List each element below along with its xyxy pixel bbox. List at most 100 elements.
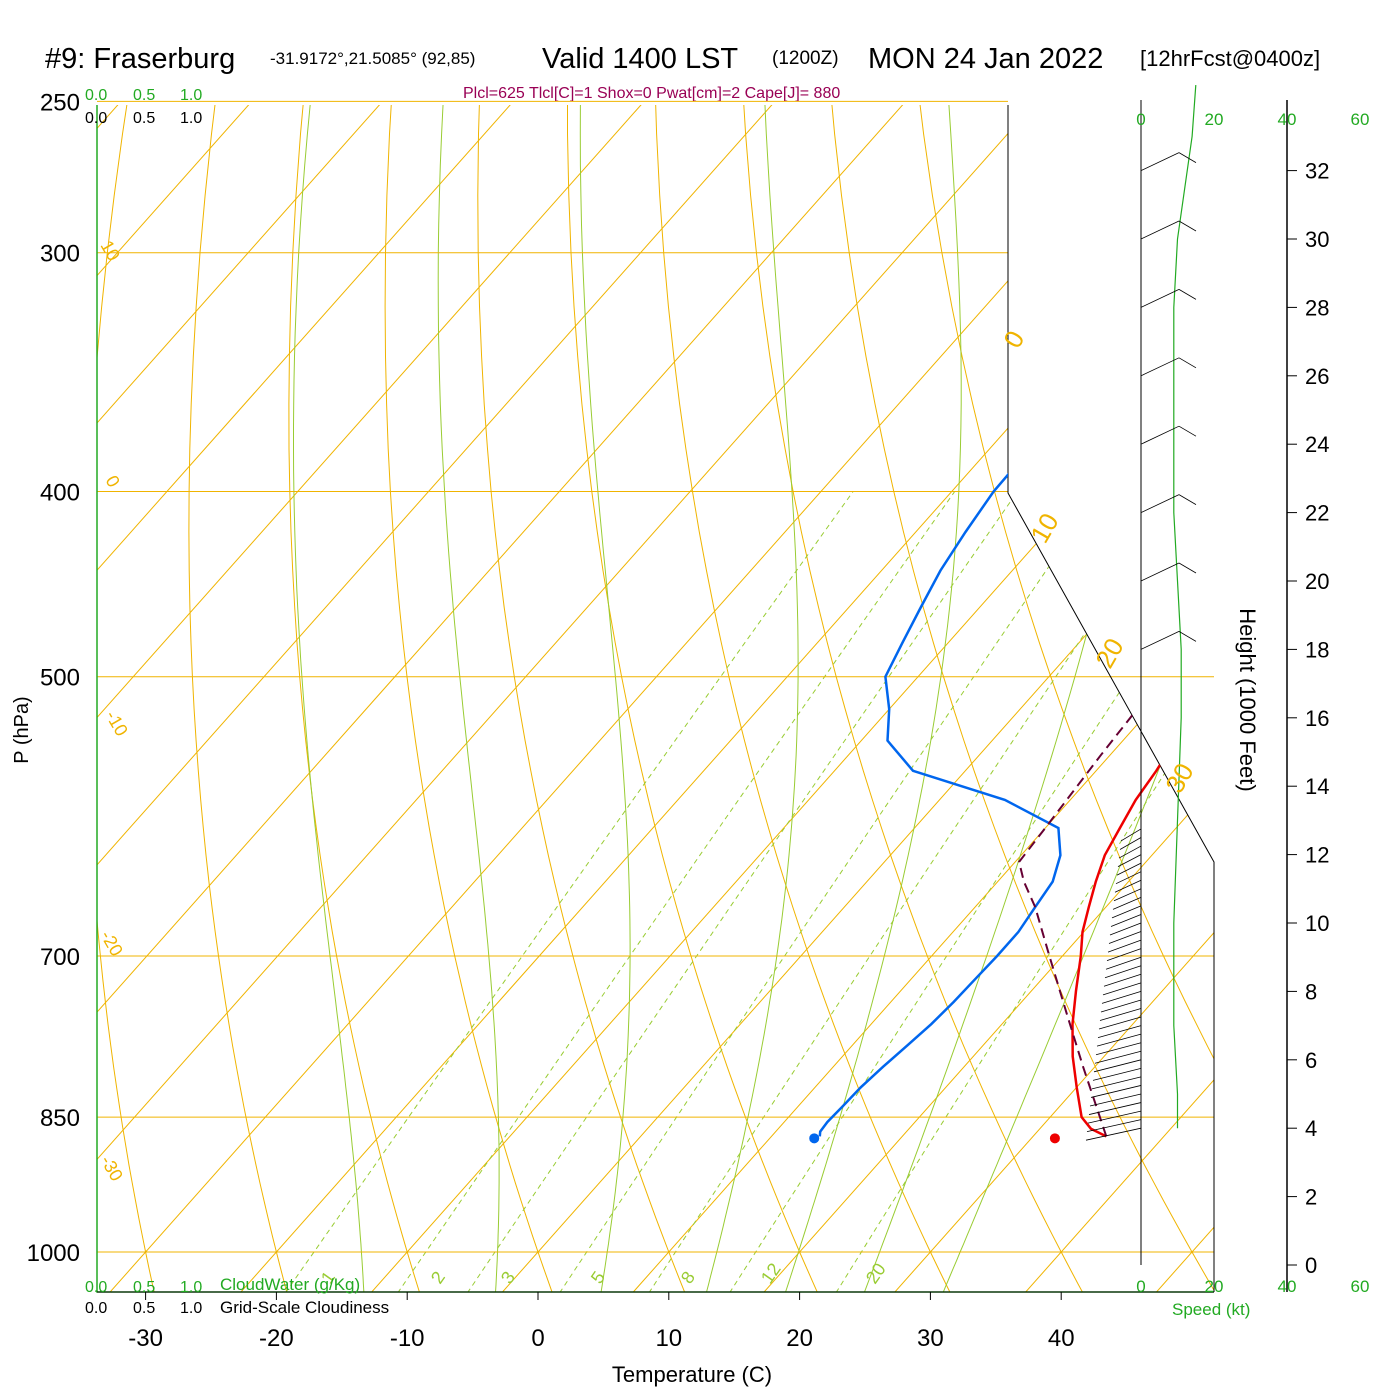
- x-tick-label: -30: [128, 1325, 163, 1352]
- isotherm-line: [501, 105, 1214, 1292]
- wind-barb: [1116, 862, 1142, 876]
- isotherm-line: [97, 105, 937, 1292]
- x-tick-label: -10: [390, 1325, 425, 1352]
- valid-time: Valid 1400 LST: [542, 43, 738, 75]
- speed-tick-top: 60: [1351, 110, 1370, 129]
- dry-adiabat: [654, 105, 955, 1292]
- height-tick-label: 16: [1305, 706, 1329, 731]
- moist-adiabat: [437, 105, 500, 1292]
- moist-adiabat: [703, 105, 799, 1292]
- mixing-ratio-label: 12: [757, 1259, 785, 1287]
- wind-barb: [1178, 220, 1197, 232]
- temperature-profile-line: [1071, 117, 1214, 1138]
- dry-adiabat: [1351, 68, 1400, 1301]
- dry-adiabat: [1176, 105, 1214, 1292]
- height-tick-label: 20: [1305, 569, 1329, 594]
- dry-adiabat: [741, 105, 1088, 1292]
- wind-barb: [1094, 1050, 1142, 1064]
- wind-barb: [1140, 631, 1180, 650]
- wind-barb: [1102, 982, 1142, 996]
- cloudwater-label: CloudWater (g/Kg): [220, 1275, 360, 1294]
- height-tick-label: 28: [1305, 295, 1329, 320]
- height-tick-label: 22: [1305, 501, 1329, 526]
- moist-adiabat: [293, 105, 365, 1292]
- dry-adiabat-label: 0: [997, 325, 1030, 353]
- isotherm-line: [763, 105, 1214, 1292]
- height-tick-label: 14: [1305, 774, 1329, 799]
- cloudiness-tick-bottom: 0.0: [85, 1300, 107, 1317]
- height-axis-label: Height (1000 Feet): [1235, 608, 1260, 791]
- surface_temperature-point: [1049, 1133, 1060, 1144]
- wind-barb: [1115, 871, 1142, 885]
- dry-adiabat: [567, 105, 822, 1292]
- cloudwater-tick-bottom: 1.0: [180, 1279, 202, 1296]
- height-tick-label: 24: [1305, 432, 1329, 457]
- mixing-ratio-line: [643, 491, 1181, 1292]
- wind-barb: [1088, 1102, 1142, 1115]
- cloudiness-tick-top: 1.0: [180, 110, 202, 127]
- cloudiness-tick-top: 0.5: [133, 110, 155, 127]
- x-tick-label: 0: [531, 1325, 544, 1352]
- pressure-tick-label: 500: [40, 665, 80, 692]
- x-tick-label: 20: [786, 1325, 813, 1352]
- wind-barb: [1140, 494, 1180, 513]
- pressure-tick-label: 400: [40, 479, 80, 506]
- wind-barb: [1090, 1085, 1142, 1098]
- wind-barb: [1114, 879, 1142, 893]
- height-tick-label: 8: [1305, 979, 1317, 1004]
- wind-barb: [1120, 828, 1142, 842]
- wind-barb: [1117, 854, 1142, 867]
- height-tick-label: 32: [1305, 159, 1329, 184]
- wind-barb: [1109, 922, 1142, 936]
- cloudiness-label: Grid-Scale Cloudiness: [220, 1298, 389, 1317]
- wind-barb: [1119, 837, 1142, 850]
- wind-barb: [1140, 220, 1180, 240]
- dry-adiabat: [288, 105, 423, 1292]
- speed-tick-top: 20: [1205, 110, 1224, 129]
- speed-tick-bottom: 20: [1205, 1277, 1224, 1296]
- mixing-ratio-line: [461, 491, 1018, 1292]
- station-coords: -31.9172°,21.5085° (92,85): [270, 49, 475, 68]
- height-tick-label: 4: [1305, 1116, 1317, 1141]
- isotherm-line: [1155, 105, 1214, 1292]
- mixing-ratio-label: 5: [587, 1268, 609, 1288]
- dry-adiabat: [828, 105, 1214, 1292]
- speed-tick-bottom: 0: [1136, 1277, 1145, 1296]
- dry-adiabat: [477, 105, 689, 1292]
- pressure-tick-label: 250: [40, 89, 80, 116]
- wind-speed-profile: [1173, 85, 1197, 1129]
- mixing-ratio-label: 2: [427, 1268, 449, 1288]
- mixing-ratio-line: [392, 491, 956, 1292]
- wind-barb: [1098, 1016, 1142, 1030]
- wind-barb: [1111, 905, 1142, 919]
- isotherm-line: [97, 105, 806, 1292]
- wind-barb: [1110, 914, 1142, 927]
- plot-frame-left: [96, 105, 1214, 1293]
- dry-adiabat-label: 20: [1089, 633, 1129, 673]
- x-axis-label: Temperature (C): [612, 1362, 772, 1387]
- moist-adiabat: [579, 105, 631, 1292]
- wind-barb: [1099, 1008, 1142, 1021]
- isotherm-line: [370, 105, 1214, 1292]
- mixing-ratio-label: 20: [862, 1259, 890, 1287]
- isotherm-line: [97, 105, 414, 1292]
- dry-adiabat-label: -30: [97, 1152, 127, 1185]
- wind-barb: [1178, 289, 1197, 300]
- wind-barb: [1107, 939, 1142, 953]
- wind-barb: [1108, 931, 1142, 944]
- isotherm-line: [632, 105, 1214, 1292]
- wind-barb: [1178, 494, 1197, 505]
- wind-barb: [1140, 425, 1180, 445]
- station-title: #9: Fraserburg: [45, 43, 235, 75]
- wind-barb: [1092, 1067, 1142, 1081]
- surface_dewpoint-point: [809, 1133, 820, 1144]
- wind-barb: [1101, 991, 1142, 1004]
- wind-barb: [1178, 425, 1197, 437]
- x-tick-label: 40: [1048, 1325, 1075, 1352]
- valid-date: MON 24 Jan 2022: [868, 43, 1103, 75]
- forecast-info: [12hrFcst@0400z]: [1140, 46, 1320, 71]
- dry-adiabat-label: 30: [1159, 758, 1199, 798]
- wind-barb: [1106, 948, 1142, 962]
- speed-axis-label: Speed (kt): [1172, 1300, 1250, 1319]
